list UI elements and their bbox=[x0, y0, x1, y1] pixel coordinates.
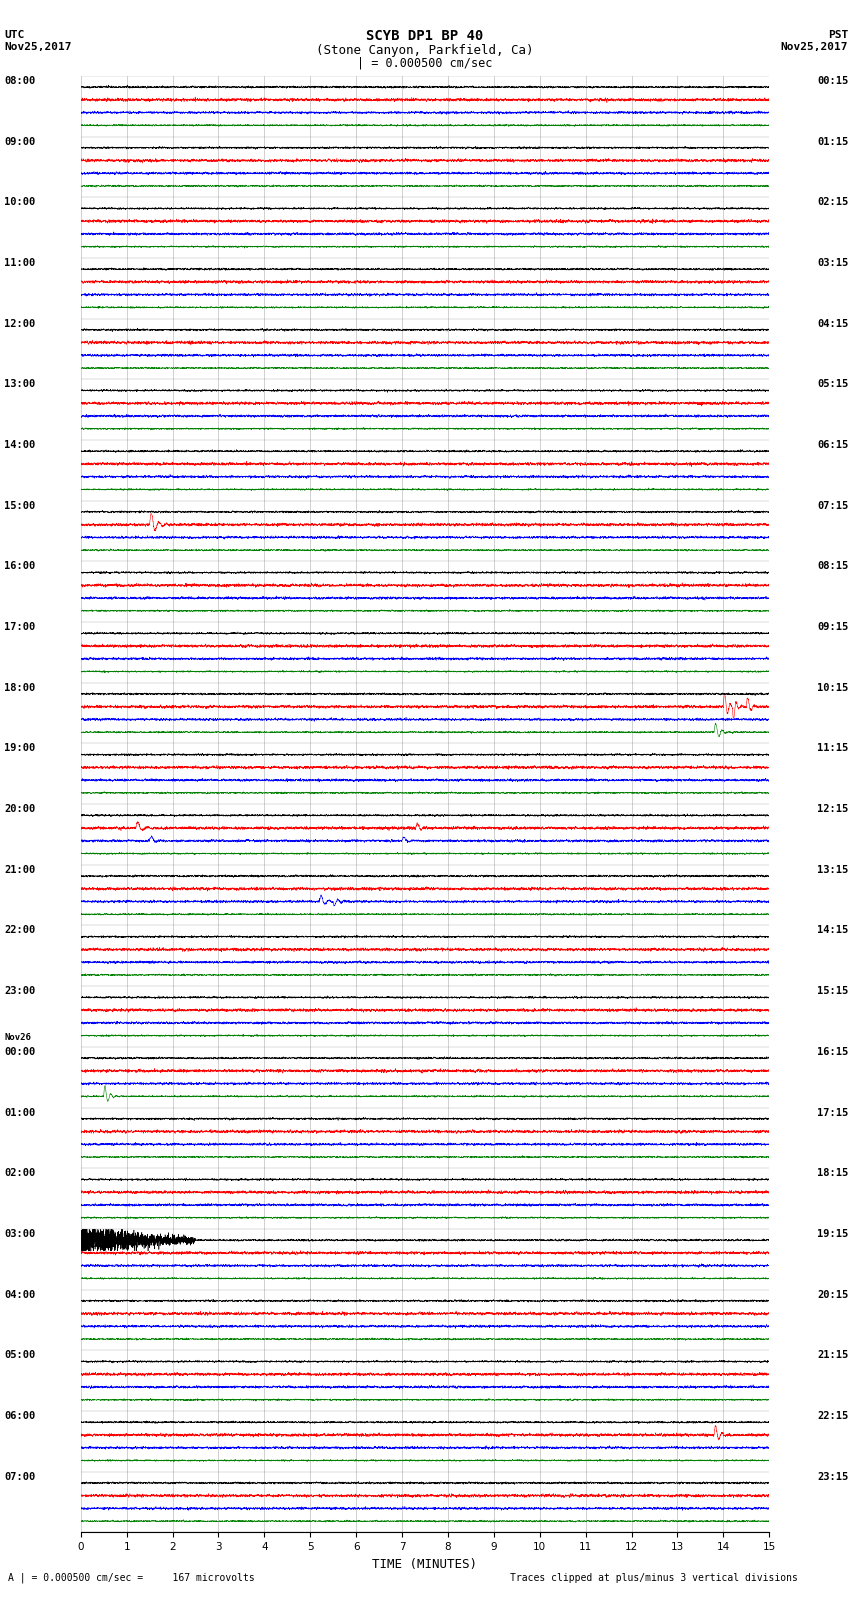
Text: 22:00: 22:00 bbox=[4, 926, 36, 936]
Text: 08:00: 08:00 bbox=[4, 76, 36, 85]
Text: 06:00: 06:00 bbox=[4, 1411, 36, 1421]
Text: 05:00: 05:00 bbox=[4, 1350, 36, 1360]
Text: | = 0.000500 cm/sec: | = 0.000500 cm/sec bbox=[357, 56, 493, 69]
Text: 11:00: 11:00 bbox=[4, 258, 36, 268]
Text: 07:15: 07:15 bbox=[817, 500, 848, 511]
Text: 23:00: 23:00 bbox=[4, 986, 36, 997]
Text: 00:00: 00:00 bbox=[4, 1047, 36, 1057]
Text: 23:15: 23:15 bbox=[817, 1471, 848, 1482]
Text: A | = 0.000500 cm/sec =     167 microvolts: A | = 0.000500 cm/sec = 167 microvolts bbox=[8, 1573, 255, 1582]
Text: Traces clipped at plus/minus 3 vertical divisions: Traces clipped at plus/minus 3 vertical … bbox=[510, 1573, 798, 1582]
Text: 11:15: 11:15 bbox=[817, 744, 848, 753]
Text: 09:00: 09:00 bbox=[4, 137, 36, 147]
Text: 16:00: 16:00 bbox=[4, 561, 36, 571]
Text: 12:00: 12:00 bbox=[4, 319, 36, 329]
X-axis label: TIME (MINUTES): TIME (MINUTES) bbox=[372, 1558, 478, 1571]
Text: 15:15: 15:15 bbox=[817, 986, 848, 997]
Text: Nov26: Nov26 bbox=[4, 1032, 31, 1042]
Text: 03:00: 03:00 bbox=[4, 1229, 36, 1239]
Text: PST: PST bbox=[828, 31, 848, 40]
Text: 01:00: 01:00 bbox=[4, 1108, 36, 1118]
Text: 07:00: 07:00 bbox=[4, 1471, 36, 1482]
Text: 17:00: 17:00 bbox=[4, 623, 36, 632]
Text: 22:15: 22:15 bbox=[817, 1411, 848, 1421]
Text: 19:15: 19:15 bbox=[817, 1229, 848, 1239]
Text: UTC: UTC bbox=[4, 31, 25, 40]
Text: (Stone Canyon, Parkfield, Ca): (Stone Canyon, Parkfield, Ca) bbox=[316, 44, 534, 56]
Text: 04:00: 04:00 bbox=[4, 1290, 36, 1300]
Text: 15:00: 15:00 bbox=[4, 500, 36, 511]
Text: 01:15: 01:15 bbox=[817, 137, 848, 147]
Text: 05:15: 05:15 bbox=[817, 379, 848, 389]
Text: 13:00: 13:00 bbox=[4, 379, 36, 389]
Text: Nov25,2017: Nov25,2017 bbox=[4, 42, 71, 52]
Text: 09:15: 09:15 bbox=[817, 623, 848, 632]
Text: 14:00: 14:00 bbox=[4, 440, 36, 450]
Text: 03:15: 03:15 bbox=[817, 258, 848, 268]
Text: 20:00: 20:00 bbox=[4, 805, 36, 815]
Text: 10:15: 10:15 bbox=[817, 682, 848, 692]
Text: 04:15: 04:15 bbox=[817, 319, 848, 329]
Text: 17:15: 17:15 bbox=[817, 1108, 848, 1118]
Text: 14:15: 14:15 bbox=[817, 926, 848, 936]
Text: 08:15: 08:15 bbox=[817, 561, 848, 571]
Text: 16:15: 16:15 bbox=[817, 1047, 848, 1057]
Text: Nov25,2017: Nov25,2017 bbox=[781, 42, 848, 52]
Text: 06:15: 06:15 bbox=[817, 440, 848, 450]
Text: 13:15: 13:15 bbox=[817, 865, 848, 874]
Text: 19:00: 19:00 bbox=[4, 744, 36, 753]
Text: 02:15: 02:15 bbox=[817, 197, 848, 206]
Text: 00:15: 00:15 bbox=[817, 76, 848, 85]
Text: SCYB DP1 BP 40: SCYB DP1 BP 40 bbox=[366, 29, 484, 44]
Text: 02:00: 02:00 bbox=[4, 1168, 36, 1177]
Text: 18:15: 18:15 bbox=[817, 1168, 848, 1177]
Text: 18:00: 18:00 bbox=[4, 682, 36, 692]
Text: 21:15: 21:15 bbox=[817, 1350, 848, 1360]
Text: 21:00: 21:00 bbox=[4, 865, 36, 874]
Text: 20:15: 20:15 bbox=[817, 1290, 848, 1300]
Text: 10:00: 10:00 bbox=[4, 197, 36, 206]
Text: 12:15: 12:15 bbox=[817, 805, 848, 815]
